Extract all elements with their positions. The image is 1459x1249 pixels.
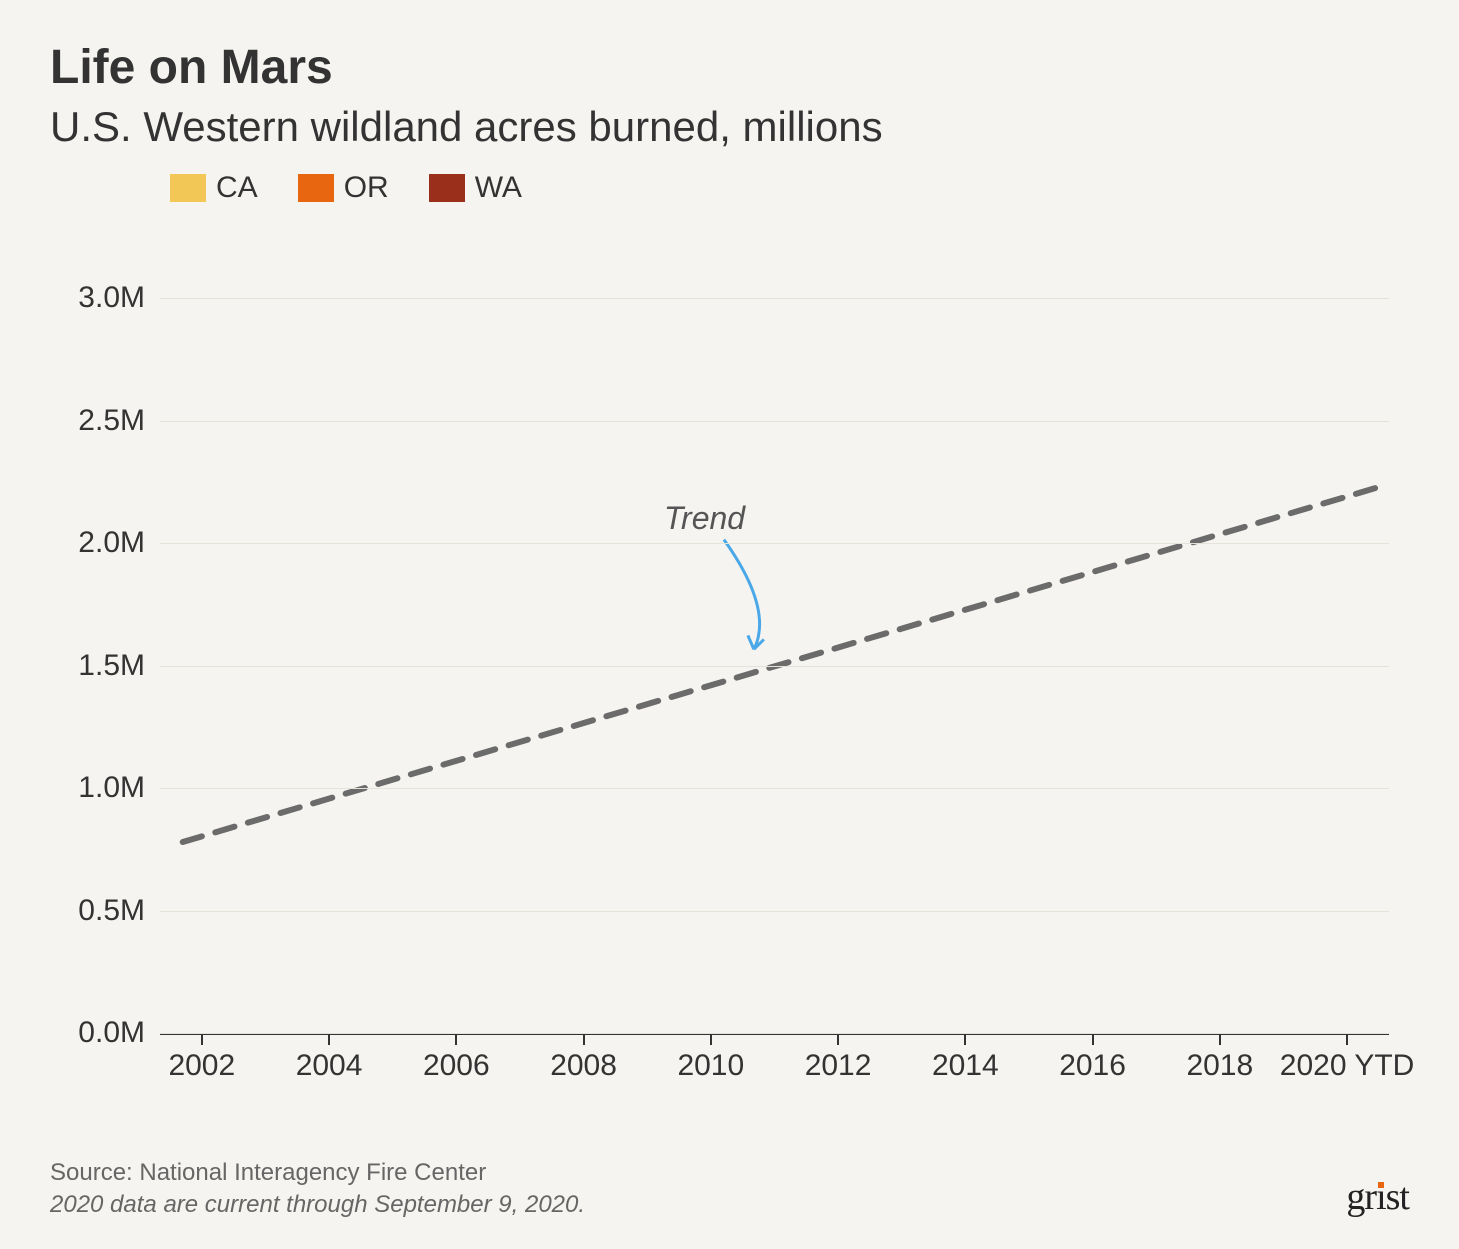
x-tick-label: 2018	[1186, 1049, 1253, 1083]
x-tick-mark	[455, 1035, 457, 1045]
bar-slot	[425, 225, 489, 1033]
gridline	[160, 421, 1389, 422]
bar-slot	[170, 225, 234, 1033]
footer-note: 2020 data are current through September …	[50, 1191, 1409, 1219]
bars-container	[160, 225, 1389, 1033]
chart-area: Trend 0.0M0.5M1.0M1.5M2.0M2.5M3.0M 20022…	[160, 225, 1389, 1095]
y-tick-label: 1.0M	[78, 771, 160, 805]
x-tick-slot	[361, 1035, 425, 1095]
x-tick-mark	[583, 1035, 585, 1045]
bar-slot	[934, 225, 998, 1033]
y-tick-label: 1.5M	[78, 649, 160, 683]
x-tick-slot	[997, 1035, 1061, 1095]
source-text: Source: National Interagency Fire Center	[50, 1159, 1409, 1187]
legend: CA OR WA	[50, 171, 1409, 205]
legend-item: WA	[429, 171, 522, 205]
chart-subtitle: U.S. Western wildland acres burned, mill…	[50, 103, 1409, 151]
legend-label: CA	[216, 171, 258, 205]
legend-label: WA	[475, 171, 522, 205]
bar-slot	[361, 225, 425, 1033]
y-tick-label: 0.5M	[78, 894, 160, 928]
bar-slot	[488, 225, 552, 1033]
bar-slot	[297, 225, 361, 1033]
legend-swatch	[170, 174, 206, 202]
footer: Source: National Interagency Fire Center…	[50, 1159, 1409, 1219]
x-tick-slot: 2004	[297, 1035, 361, 1095]
x-tick-label: 2008	[550, 1049, 617, 1083]
x-tick-slot	[488, 1035, 552, 1095]
x-tick-slot: 2012	[806, 1035, 870, 1095]
chart-title: Life on Mars	[50, 40, 1409, 95]
x-tick-mark	[201, 1035, 203, 1045]
x-tick-slot: 2006	[425, 1035, 489, 1095]
x-tick-slot: 2010	[679, 1035, 743, 1095]
trend-label: Trend	[664, 500, 745, 537]
gridline	[160, 788, 1389, 789]
gridline	[160, 298, 1389, 299]
x-tick-slot: 2014	[934, 1035, 998, 1095]
x-tick-label: 2020 YTD	[1280, 1049, 1415, 1083]
y-tick-label: 2.5M	[78, 404, 160, 438]
x-tick-label: 2002	[168, 1049, 235, 1083]
legend-item: CA	[170, 171, 258, 205]
x-tick-mark	[328, 1035, 330, 1045]
x-tick-label: 2016	[1059, 1049, 1126, 1083]
plot: Trend 0.0M0.5M1.0M1.5M2.0M2.5M3.0M	[160, 225, 1389, 1035]
bar-slot	[679, 225, 743, 1033]
x-tick-mark	[837, 1035, 839, 1045]
bar-slot	[806, 225, 870, 1033]
x-tick-label: 2010	[677, 1049, 744, 1083]
x-tick-slot	[870, 1035, 934, 1095]
x-tick-slot: 2020 YTD	[1315, 1035, 1379, 1095]
x-tick-mark	[1346, 1035, 1348, 1045]
legend-label: OR	[344, 171, 389, 205]
x-axis: 2002 2004 2006 2008 2010 2012 2014 2016 2018 2020…	[160, 1035, 1389, 1095]
bar-slot	[615, 225, 679, 1033]
bar-slot	[1188, 225, 1252, 1033]
x-tick-slot	[615, 1035, 679, 1095]
gridline	[160, 666, 1389, 667]
x-tick-slot: 2002	[170, 1035, 234, 1095]
x-tick-label: 2004	[296, 1049, 363, 1083]
bar-slot	[870, 225, 934, 1033]
gridline	[160, 1033, 1389, 1034]
y-tick-label: 0.0M	[78, 1016, 160, 1050]
brand-logo: grıst	[1346, 1175, 1409, 1219]
x-tick-slot: 2016	[1061, 1035, 1125, 1095]
bar-slot	[234, 225, 298, 1033]
legend-swatch	[298, 174, 334, 202]
bar-slot	[552, 225, 616, 1033]
bar-slot	[1061, 225, 1125, 1033]
x-tick-slot: 2008	[552, 1035, 616, 1095]
bar-slot	[1315, 225, 1379, 1033]
x-tick-slot	[743, 1035, 807, 1095]
x-tick-mark	[1092, 1035, 1094, 1045]
x-tick-mark	[964, 1035, 966, 1045]
y-tick-label: 3.0M	[78, 281, 160, 315]
y-tick-label: 2.0M	[78, 526, 160, 560]
x-tick-mark	[710, 1035, 712, 1045]
legend-swatch	[429, 174, 465, 202]
bar-slot	[997, 225, 1061, 1033]
x-tick-slot	[234, 1035, 298, 1095]
x-tick-slot: 2018	[1188, 1035, 1252, 1095]
x-tick-label: 2006	[423, 1049, 490, 1083]
x-tick-mark	[1219, 1035, 1221, 1045]
gridline	[160, 543, 1389, 544]
legend-item: OR	[298, 171, 389, 205]
bar-slot	[743, 225, 807, 1033]
gridline	[160, 911, 1389, 912]
x-tick-label: 2012	[805, 1049, 872, 1083]
x-tick-label: 2014	[932, 1049, 999, 1083]
x-tick-slot	[1124, 1035, 1188, 1095]
bar-slot	[1124, 225, 1188, 1033]
bar-slot	[1252, 225, 1316, 1033]
